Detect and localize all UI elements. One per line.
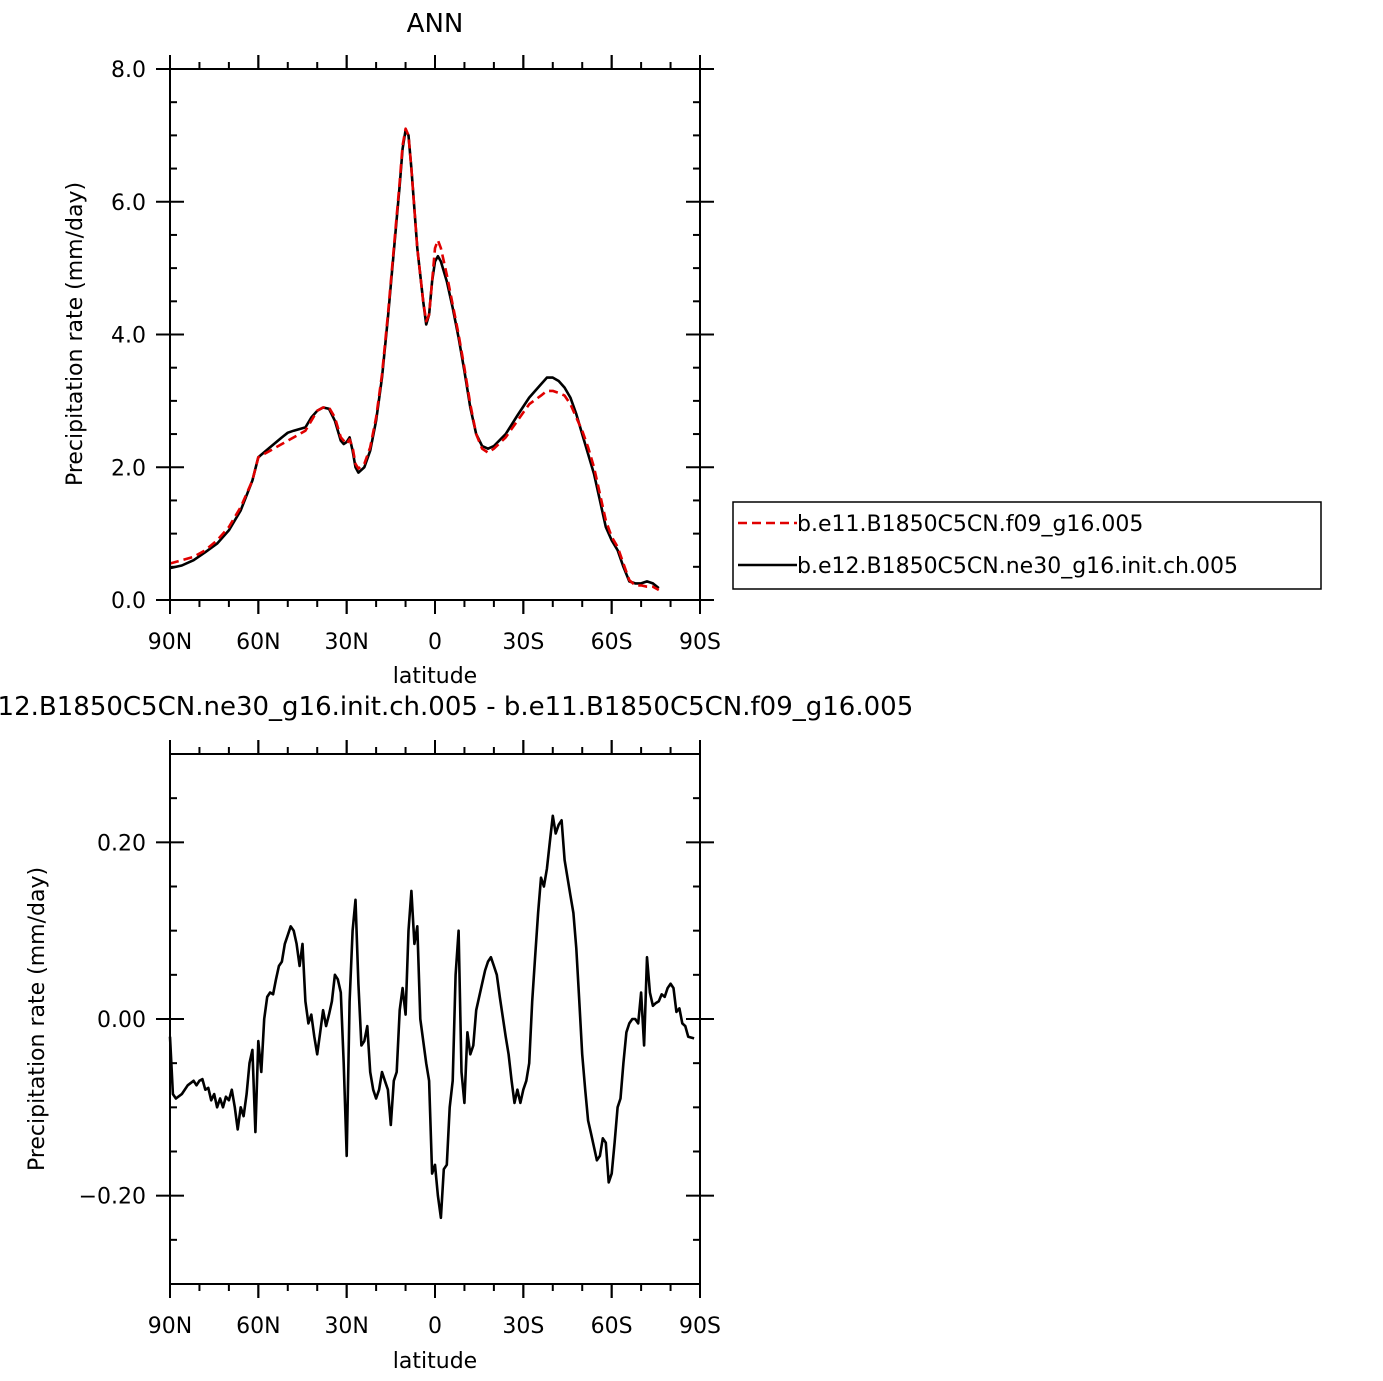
x-tick-label: 60N bbox=[236, 630, 280, 655]
y-tick-label: −0.20 bbox=[79, 1185, 146, 1210]
x-tick-label: 30N bbox=[324, 630, 368, 655]
bottom-chart-frame bbox=[169, 753, 701, 1285]
y-tick-label: 0.20 bbox=[97, 831, 146, 856]
series-line-2 bbox=[169, 127, 660, 592]
legend-box bbox=[732, 501, 1322, 590]
y-tick-label: 6.0 bbox=[111, 191, 146, 216]
bottom-chart: b.e12.B1850C5CN.ne30_g16.init.ch.005 - b… bbox=[0, 692, 913, 1374]
bottom-chart-series bbox=[168, 814, 695, 1220]
x-tick-label: 90N bbox=[148, 630, 192, 655]
top-chart-frame bbox=[169, 68, 701, 601]
x-tick-label: 30N bbox=[324, 1314, 368, 1339]
top-chart-title: ANN bbox=[407, 9, 464, 39]
x-tick-label: 60S bbox=[591, 1314, 633, 1339]
legend-entry-2: b.e12.B1850C5CN.ne30_g16.init.ch.005 bbox=[797, 554, 1238, 579]
x-tick-label: 0 bbox=[428, 630, 442, 655]
bottom-chart-ylabel: Precipitation rate (mm/day) bbox=[25, 867, 50, 1171]
x-tick-label: 30S bbox=[502, 1314, 544, 1339]
y-tick-label: 2.0 bbox=[111, 456, 146, 481]
y-tick-label: 4.0 bbox=[111, 324, 146, 349]
top-chart: ANN 90N 60N 30N 0 30S 60S 90S 0.0 2.0 4.0 6.0 8.0 l… bbox=[63, 9, 721, 689]
top-chart-xlabel: latitude bbox=[393, 664, 477, 689]
x-tick-label: 30S bbox=[502, 630, 544, 655]
top-chart-ticks bbox=[156, 55, 714, 614]
legend-entry-1: b.e11.B1850C5CN.f09_g16.005 bbox=[797, 512, 1143, 537]
x-tick-label: 90N bbox=[148, 1314, 192, 1339]
x-tick-label: 0 bbox=[428, 1314, 442, 1339]
y-tick-label: 8.0 bbox=[111, 58, 146, 83]
bottom-chart-xlabel: latitude bbox=[393, 1349, 477, 1374]
legend: b.e11.B1850C5CN.f09_g16.005 b.e12.B1850C… bbox=[732, 501, 1322, 590]
bottom-chart-title: b.e12.B1850C5CN.ne30_g16.init.ch.005 - b… bbox=[0, 692, 913, 722]
y-tick-label: 0.00 bbox=[97, 1008, 146, 1033]
top-chart-tick-labels: 90N 60N 30N 0 30S 60S 90S 0.0 2.0 4.0 6.0 8.0 bbox=[111, 58, 721, 655]
top-chart-ylabel: Precipitation rate (mm/day) bbox=[63, 182, 88, 486]
series-line-1 bbox=[168, 814, 695, 1220]
x-tick-label: 60S bbox=[591, 630, 633, 655]
top-chart-series bbox=[169, 127, 660, 592]
bottom-chart-tick-labels: 90N 60N 30N 0 30S 60S 90S −0.20 0.00 0.20 bbox=[79, 831, 721, 1339]
x-tick-label: 60N bbox=[236, 1314, 280, 1339]
y-tick-label: 0.0 bbox=[111, 589, 146, 614]
x-tick-label: 90S bbox=[679, 630, 721, 655]
bottom-chart-ticks bbox=[156, 740, 714, 1298]
x-tick-label: 90S bbox=[679, 1314, 721, 1339]
